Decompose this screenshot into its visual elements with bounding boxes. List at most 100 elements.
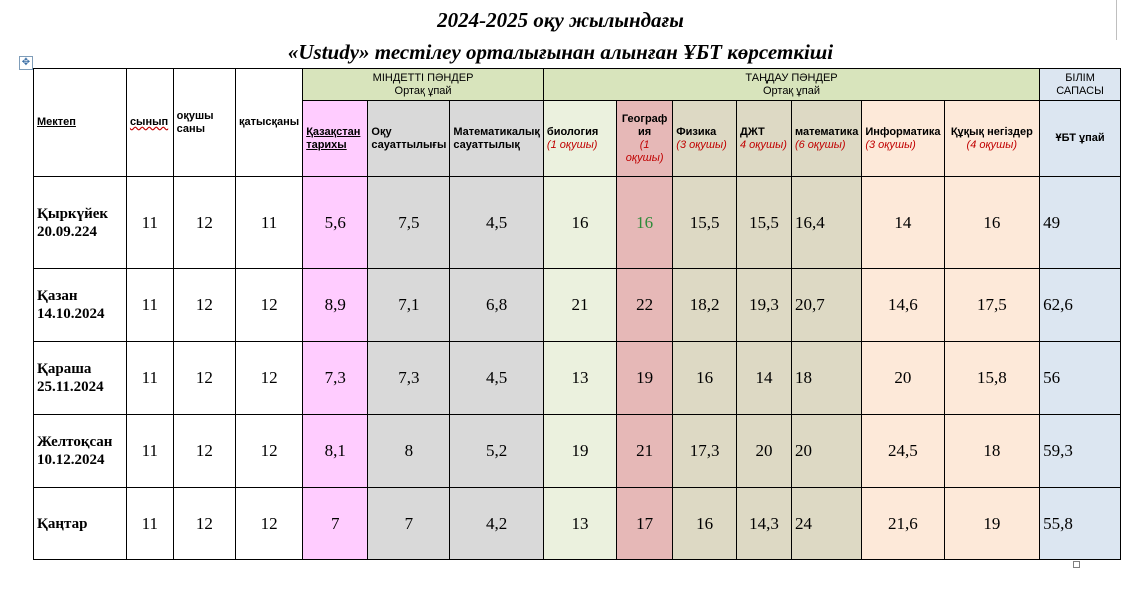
cell-informatics: 20 <box>861 341 945 415</box>
cell-attended: 12 <box>234 414 304 488</box>
table-resize-handle[interactable] <box>1073 561 1080 568</box>
cell-mathematics: 20,7 <box>790 268 863 342</box>
cell-informatics: 21,6 <box>861 487 945 560</box>
header-informatics: Информатика (3 оқушы) <box>861 100 945 177</box>
informatics-note: (3 оқушы) <box>865 138 916 151</box>
cell-history: 5,6 <box>302 176 369 269</box>
cell-mathematics: 16,4 <box>790 176 863 269</box>
table-move-handle-icon[interactable]: ✥ <box>19 56 33 70</box>
cell-geography: 21 <box>616 414 674 488</box>
header-elective-group: ТАҢДАУ ПӘНДЕР Ортақ ұпай <box>542 68 1041 101</box>
cell-ubt: 49 <box>1039 176 1121 269</box>
cell-ubt: 62,6 <box>1039 268 1121 342</box>
cell-world-history: 15,5 <box>735 176 792 269</box>
cell-math-literacy: 4,5 <box>449 341 544 415</box>
cell-biology: 13 <box>542 487 618 560</box>
cell-mathematics: 18 <box>790 341 863 415</box>
cell-biology: 21 <box>542 268 618 342</box>
cell-geography: 19 <box>616 341 674 415</box>
cell-biology: 16 <box>542 176 618 269</box>
elective-subtitle: Ортақ ұпай <box>762 84 821 97</box>
cell-attended: 12 <box>234 487 304 560</box>
cell-physics: 18,2 <box>672 268 737 342</box>
table-row: Қаңтар 11 12 12 7 7 4,2 13 17 16 14,3 24… <box>33 487 1121 560</box>
cell-students: 12 <box>172 487 237 560</box>
header-math-literacy: Математикалық сауаттылық <box>449 100 544 177</box>
cell-informatics: 14,6 <box>861 268 945 342</box>
cell-math-literacy: 4,2 <box>449 487 544 560</box>
cell-history: 8,9 <box>302 268 369 342</box>
world-history-note: 4 оқушы) <box>739 138 787 151</box>
cell-world-history: 14,3 <box>735 487 792 560</box>
header-students: оқушы саны <box>172 68 237 177</box>
header-ubt-score: ҰБТ ұпай <box>1039 100 1121 177</box>
header-mandatory-group: МІНДЕТТІ ПӘНДЕР Ортақ ұпай <box>302 68 544 101</box>
cell-law: 16 <box>943 176 1041 269</box>
cell-geography: 17 <box>616 487 674 560</box>
cell-attended: 12 <box>234 268 304 342</box>
cell-world-history: 20 <box>735 414 792 488</box>
cell-informatics: 24,5 <box>861 414 945 488</box>
header-history: Қазақстан тарихы <box>302 100 369 177</box>
cell-physics: 15,5 <box>672 176 737 269</box>
cell-attended: 11 <box>234 176 304 269</box>
cell-grade: 11 <box>125 176 174 269</box>
cell-ubt: 55,8 <box>1039 487 1121 560</box>
cell-ubt: 59,3 <box>1039 414 1121 488</box>
header-geography: Географ ия (1 оқушы) <box>616 100 674 177</box>
document-title-line-1: 2024-2025 оқу жылындағы <box>437 8 684 32</box>
header-biology: биология (1 оқушы) <box>542 100 618 177</box>
cell-mathematics: 20 <box>790 414 863 488</box>
cell-attended: 12 <box>234 341 304 415</box>
row-month: Қаңтар <box>33 487 127 560</box>
cell-law: 17,5 <box>943 268 1041 342</box>
table-row: Желтоқсан 10.12.2024 11 12 12 8,1 8 5,2 … <box>33 414 1121 488</box>
row-month: Қараша 25.11.2024 <box>33 341 127 415</box>
header-quality-group: БІЛІМ САПАСЫ <box>1039 68 1121 101</box>
elective-title: ТАҢДАУ ПӘНДЕР <box>745 71 838 84</box>
cell-math-literacy: 5,2 <box>449 414 544 488</box>
cell-biology: 19 <box>542 414 618 488</box>
cell-reading: 7,5 <box>367 176 451 269</box>
cell-students: 12 <box>172 176 237 269</box>
cell-physics: 17,3 <box>672 414 737 488</box>
cell-geography: 16 <box>616 176 674 269</box>
header-physics: Физика (3 оқушы) <box>672 100 737 177</box>
cell-world-history: 14 <box>735 341 792 415</box>
header-world-history: ДЖТ 4 оқушы) <box>735 100 792 177</box>
table-row: Қараша 25.11.2024 11 12 12 7,3 7,3 4,5 1… <box>33 341 1121 415</box>
biology-note: (1 оқушы) <box>546 138 598 151</box>
header-law: Құқық негіздер (4 оқушы) <box>943 100 1041 177</box>
cell-reading: 7 <box>367 487 451 560</box>
physics-note: (3 оқушы) <box>676 138 727 151</box>
cell-informatics: 14 <box>861 176 945 269</box>
cell-physics: 16 <box>672 487 737 560</box>
header-reading: Оқу сауаттылығы <box>367 100 451 177</box>
cell-history: 7 <box>302 487 369 560</box>
cell-history: 8,1 <box>302 414 369 488</box>
row-month: Қыркүйек 20.09.224 <box>33 176 127 269</box>
table-row: Қыркүйек 20.09.224 11 12 11 5,6 7,5 4,5 … <box>33 176 1121 269</box>
header-school: Мектеп <box>33 68 127 177</box>
cell-students: 12 <box>172 341 237 415</box>
header-mathematics: математика (6 оқушы) <box>790 100 863 177</box>
cell-law: 15,8 <box>943 341 1041 415</box>
header-grade: сынып <box>125 68 174 177</box>
cell-physics: 16 <box>672 341 737 415</box>
mathematics-note: (6 оқушы) <box>794 138 846 151</box>
cell-history: 7,3 <box>302 341 369 415</box>
cell-world-history: 19,3 <box>735 268 792 342</box>
document-title-line-2: «Ustudy» тестілеу орталығынан алынған ҰБ… <box>287 40 834 64</box>
cell-biology: 13 <box>542 341 618 415</box>
cell-grade: 11 <box>125 268 174 342</box>
cell-law: 19 <box>943 487 1041 560</box>
cell-grade: 11 <box>125 414 174 488</box>
cell-geography: 22 <box>616 268 674 342</box>
cell-mathematics: 24 <box>790 487 863 560</box>
law-note: (4 оқушы) <box>966 138 1018 151</box>
row-month: Желтоқсан 10.12.2024 <box>33 414 127 488</box>
cell-grade: 11 <box>125 341 174 415</box>
table-row: Қазан 14.10.2024 11 12 12 8,9 7,1 6,8 21… <box>33 268 1121 342</box>
page-edge <box>1116 0 1117 40</box>
cell-math-literacy: 4,5 <box>449 176 544 269</box>
